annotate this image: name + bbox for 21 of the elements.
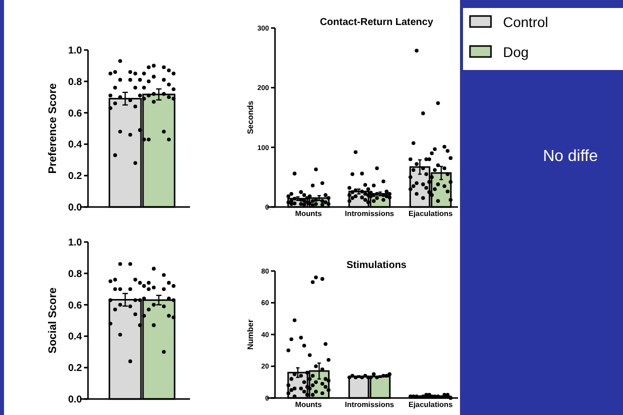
- y-tick-label: 0.6: [68, 300, 82, 312]
- y-tick-label: 0.2: [68, 171, 82, 182]
- y-tick-label: 0.8: [68, 76, 82, 88]
- y-axis-title: Seconds: [246, 100, 255, 134]
- y-tick-label: 0.0: [68, 202, 82, 214]
- y-axis-title: Preference Score: [47, 83, 59, 174]
- y-tick-label: 0.4: [68, 140, 82, 151]
- legend-label: Control: [503, 14, 548, 30]
- y-axis-title: Social Score: [47, 287, 59, 354]
- text: No diffe: [543, 148, 598, 165]
- y-tick-label: 0.6: [68, 108, 82, 120]
- y-tick-label: 0.2: [68, 363, 82, 374]
- legend-label: Dog: [503, 44, 529, 60]
- y-tick-label: 0.0: [68, 394, 82, 406]
- y-axis-title: Number: [246, 319, 255, 350]
- y-tick-label: 0.4: [68, 332, 82, 343]
- y-tick-label: 1.0: [68, 238, 82, 248]
- y-tick-label: 0.8: [68, 268, 82, 280]
- chart-title: Contact-Return Latency: [320, 17, 434, 28]
- y-tick-label: 1.0: [68, 46, 82, 56]
- chart-title: Stimulations: [346, 260, 407, 271]
